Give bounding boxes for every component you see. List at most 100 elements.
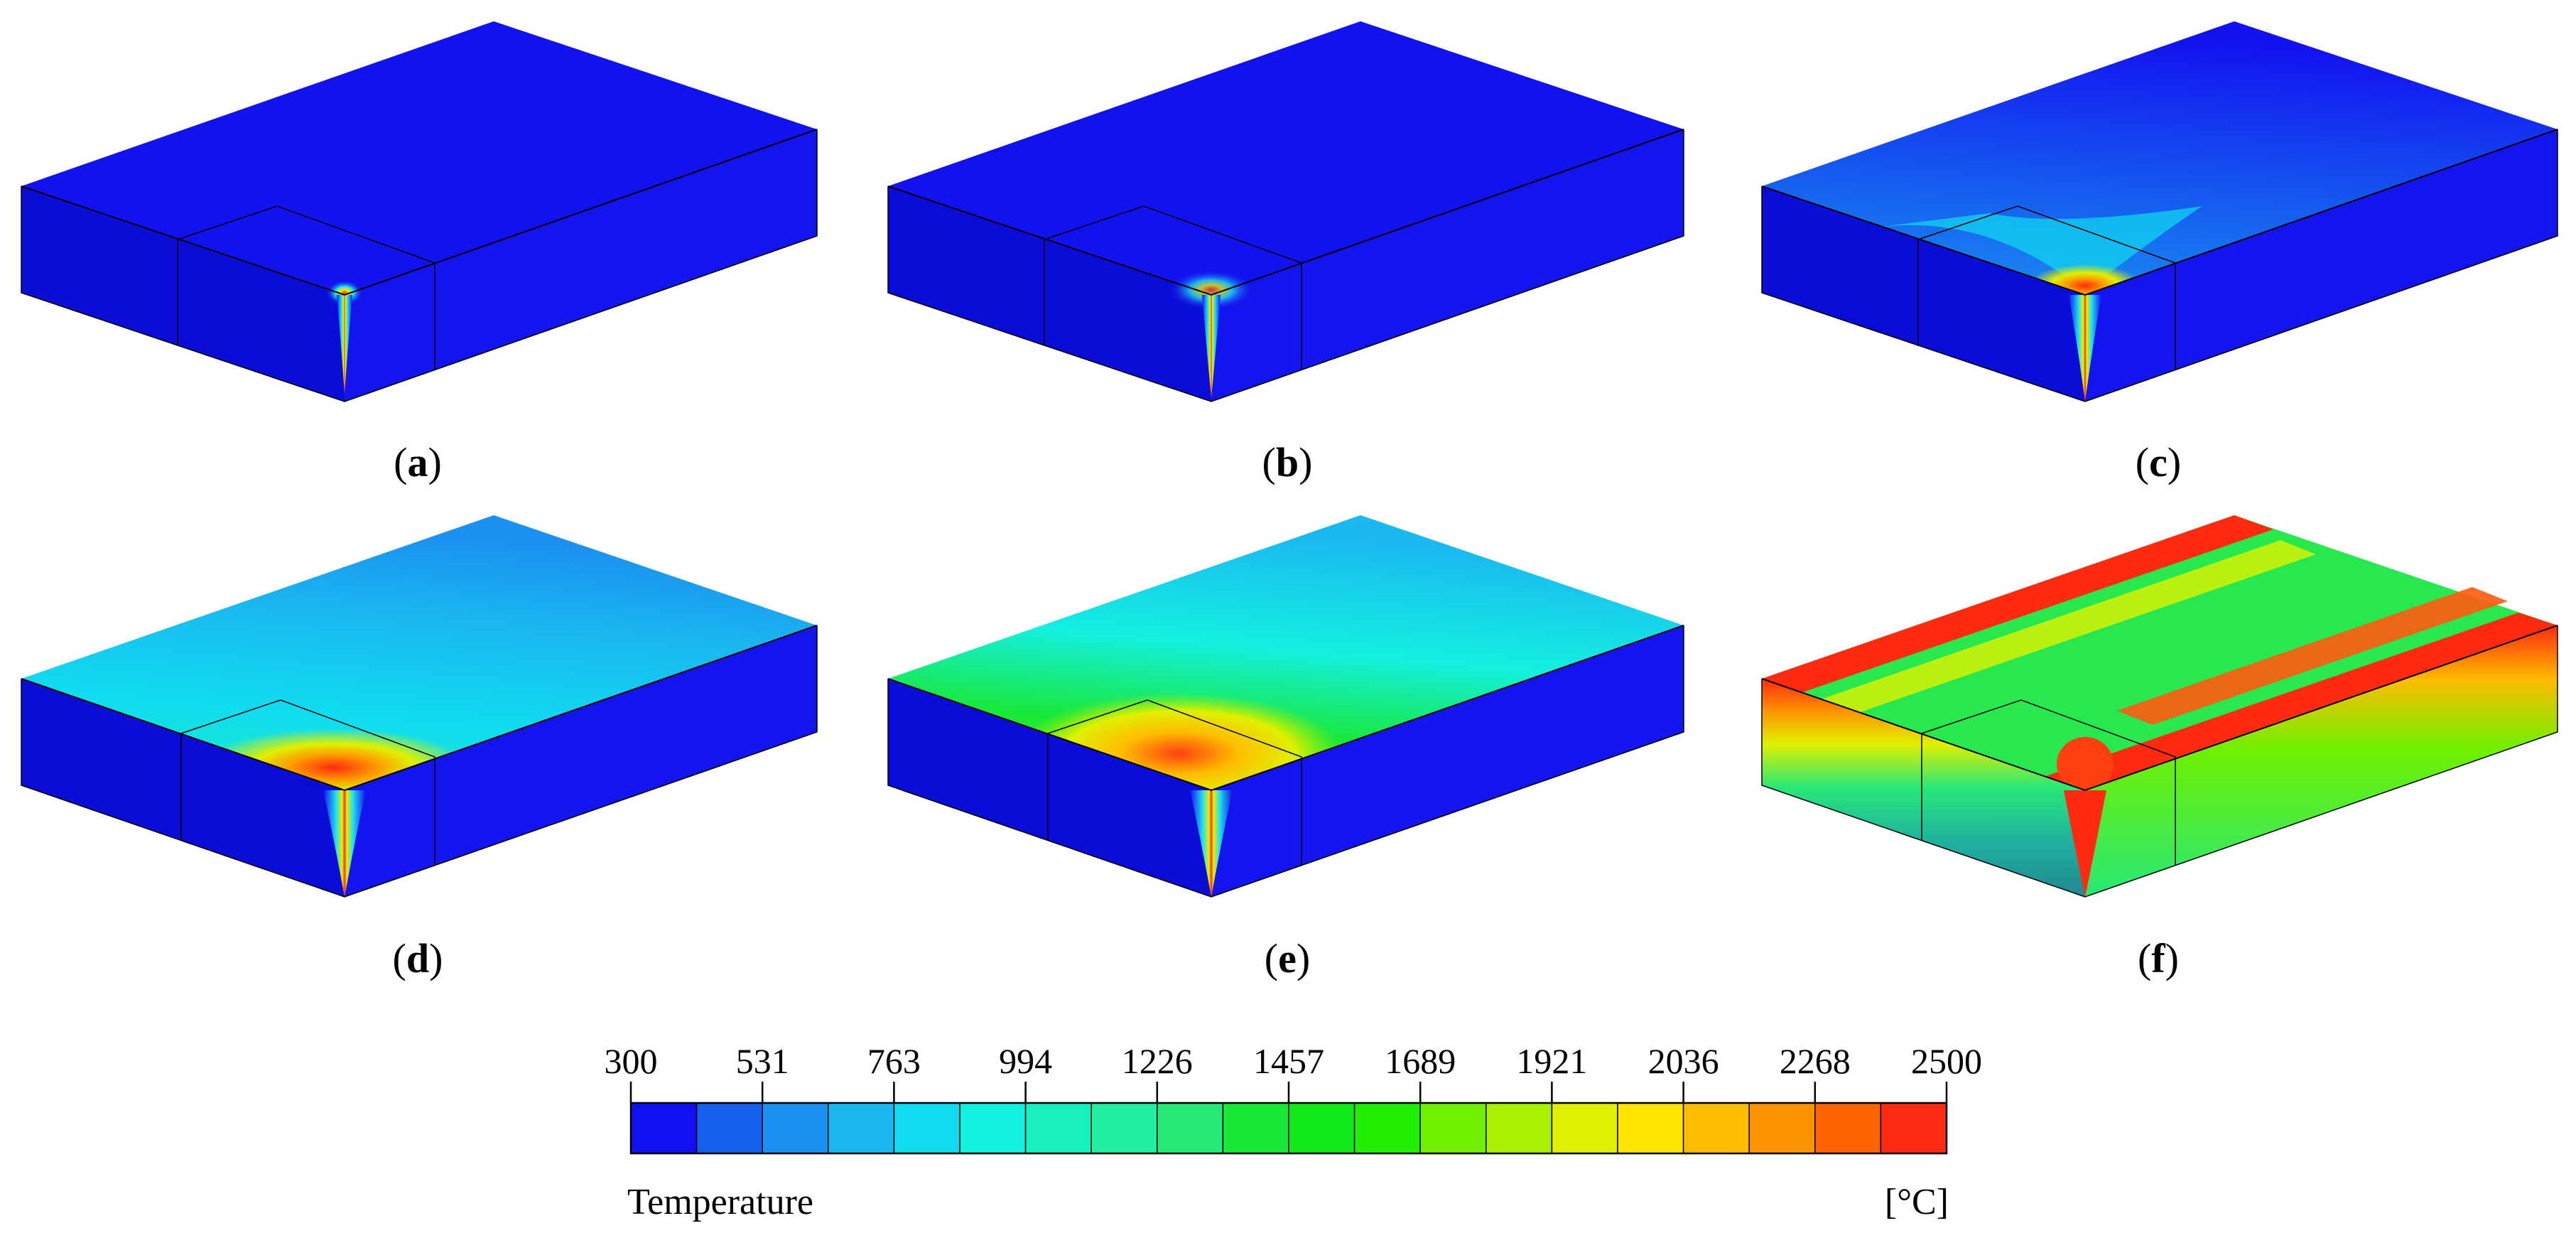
panel-c-right-face — [2085, 129, 2558, 402]
panel-f-hot-stripe-back — [1762, 515, 2273, 693]
panel-label-f-letter: f — [2151, 935, 2165, 981]
panel-b-edges — [887, 129, 1684, 296]
panel-d-right-face — [345, 625, 817, 897]
colorbar-ticks: 300 531 763 994 1226 1457 1689 1921 2036 2268 2500 — [605, 1041, 1982, 1103]
panel-f-edges — [1761, 625, 2558, 792]
colorbar-tick-label: 1921 — [1516, 1041, 1587, 1081]
colorbar-segment — [1288, 1102, 1355, 1154]
colorbar-segment — [696, 1102, 763, 1154]
panel-b-right-face — [1211, 129, 1684, 402]
panel-a-left-face — [21, 186, 345, 402]
panel-a-outline — [21, 129, 818, 402]
panel-f-outline — [1761, 625, 2558, 898]
colorbar-segment — [1485, 1102, 1553, 1154]
colorbar-tick-label: 1457 — [1253, 1041, 1324, 1081]
colorbar-segment — [762, 1102, 829, 1154]
colorbar-segment — [1682, 1102, 1750, 1154]
panel-b-heat-spot — [1169, 270, 1254, 310]
colorbar-tick-label: 2500 — [1911, 1041, 1982, 1081]
colorbar-segment — [1091, 1102, 1158, 1154]
colorbar-segment — [893, 1102, 960, 1154]
colorbar-tick-label: 1226 — [1122, 1041, 1193, 1081]
panel-a-heat-plume — [337, 295, 352, 394]
panel-f-hot-stripe-front — [2046, 613, 2558, 790]
panel-a-right-face — [345, 129, 817, 402]
panel-label-a: (a) — [394, 439, 442, 485]
colorbar-segment — [1222, 1102, 1289, 1154]
panel-f-right-face — [2085, 625, 2558, 897]
panel-d-block — [21, 515, 818, 898]
panel-label-e: (e) — [1265, 935, 1310, 981]
panel-f-inner-lines-2 — [1921, 699, 2176, 866]
panel-f-yellow-band — [1819, 540, 2316, 714]
colorbar-tick-label: 300 — [605, 1041, 658, 1081]
colorbar-tick-label: 2036 — [1648, 1041, 1719, 1081]
colorbar-segment — [1748, 1102, 1816, 1154]
panel-c-heat-plume — [2069, 295, 2101, 402]
colorbar-title: Temperature — [627, 1182, 813, 1222]
colorbar — [629, 1102, 1948, 1155]
panel-label-d: (d) — [393, 935, 443, 981]
panel-a-block — [21, 21, 818, 402]
panel-e-outline — [887, 625, 1684, 898]
colorbar-tick-label: 763 — [867, 1041, 921, 1081]
colorbar-segment — [1551, 1102, 1618, 1154]
panel-c-inner-lines-2 — [1917, 205, 2176, 370]
colorbar-segment — [1814, 1102, 1882, 1154]
panel-d-left-face — [21, 679, 345, 897]
panel-f-top-face — [1762, 515, 2558, 790]
colorbar-segment — [1353, 1102, 1421, 1154]
panel-e-inner-lines-2 — [1047, 699, 1302, 866]
panel-label-b: (b) — [1262, 439, 1313, 485]
colorbar-segment — [1617, 1102, 1684, 1154]
panel-b-top-face — [888, 21, 1684, 295]
panel-e-right-face — [1211, 625, 1684, 897]
colorbar-segment — [1024, 1102, 1092, 1154]
panel-a-top-face — [21, 21, 817, 295]
panel-b-left-face — [888, 186, 1211, 402]
panel-a-heat-spot — [326, 280, 363, 306]
panel-label-e-letter: e — [1278, 935, 1297, 981]
colorbar-segment — [1880, 1102, 1947, 1154]
panel-label-f: (f) — [2138, 935, 2179, 981]
panel-label-a-letter: a — [408, 439, 428, 485]
panel-d-inner-lines-2 — [180, 699, 435, 866]
panel-b-heat-plume — [1202, 295, 1221, 398]
panel-label-c: (c) — [2136, 439, 2181, 485]
colorbar-tick-label: 994 — [999, 1041, 1052, 1081]
panel-d-heat-plume — [323, 790, 366, 897]
colorbar-unit: [°C] — [1885, 1182, 1949, 1222]
panel-label-b-letter: b — [1276, 439, 1299, 485]
colorbar-segment — [630, 1102, 698, 1154]
colorbar-segment — [828, 1102, 895, 1154]
panel-e-block — [887, 515, 1684, 898]
panel-b-inner-lines-2 — [1044, 205, 1302, 370]
panel-a-edges — [21, 129, 818, 296]
panel-f-left-face — [1762, 679, 2085, 897]
colorbar-segment — [1419, 1102, 1487, 1154]
colorbar-segment — [1157, 1102, 1224, 1154]
colorbar-tick-label: 1689 — [1385, 1041, 1456, 1081]
panel-a-inner-lines-2 — [177, 205, 435, 370]
panel-c-left-face — [1762, 186, 2085, 402]
colorbar-tick-label: 531 — [736, 1041, 789, 1081]
panel-b-outline — [887, 129, 1684, 402]
panel-c-warm-zone — [1876, 206, 2202, 291]
panel-e-edges — [887, 625, 1684, 792]
colorbar-segment — [959, 1102, 1027, 1154]
panel-label-d-letter: d — [406, 935, 429, 981]
panel-c-edges — [1761, 129, 2558, 296]
panel-f-heat-spot — [2057, 737, 2114, 791]
panel-d-outline — [21, 625, 818, 898]
panel-d-edges — [21, 625, 818, 792]
panel-d-top-face — [21, 515, 817, 790]
panel-label-c-letter: c — [2149, 439, 2168, 485]
panel-f-heat-plume — [2064, 790, 2106, 897]
panel-f-hot-stripe-mid — [2117, 587, 2508, 725]
panel-e-left-face — [888, 679, 1211, 897]
panel-e-heat-plume — [1190, 790, 1233, 897]
panel-b-block — [887, 21, 1684, 402]
panel-f-block — [1761, 515, 2558, 898]
colorbar-tick-label: 2268 — [1780, 1041, 1851, 1081]
